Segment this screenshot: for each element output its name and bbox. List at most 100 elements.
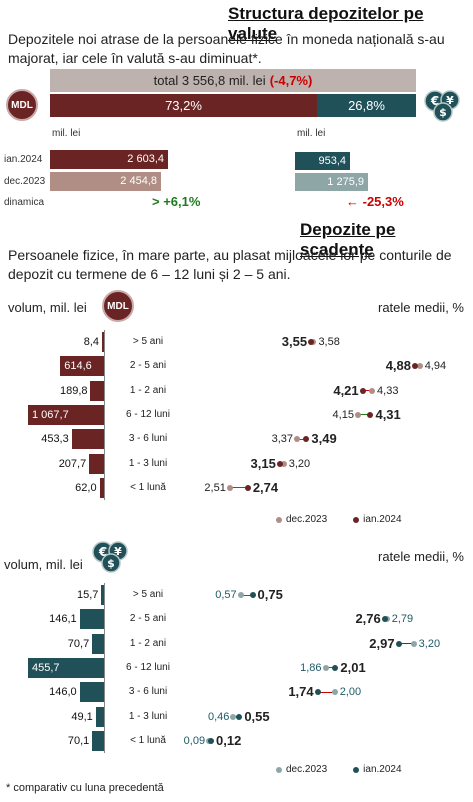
mdl-maturity-chart: 8,4 > 5 ani 3,58 3,55 614,6 2 - 5 ani 4,94 4,88… [0, 330, 473, 510]
fx-volume-label: 146,1 [49, 613, 77, 626]
fx-category-label: 6 - 12 luni [126, 661, 170, 673]
legend-dec-label: dec.2023 [286, 514, 328, 525]
mdl-category-label: 1 - 3 luni [128, 457, 168, 469]
total-label: total 3 556,8 mil. lei [153, 73, 266, 88]
unit-left: mil. lei [52, 128, 81, 139]
svg-text:¥: ¥ [446, 94, 454, 107]
fx-category-label: 2 - 5 ani [129, 613, 167, 625]
fx-rate-label: ratele medii, % [378, 549, 464, 564]
svg-text:$: $ [107, 557, 115, 570]
fx-volume-label: 146,0 [49, 686, 77, 699]
fx-rate-label-dec: 2,79 [391, 613, 414, 626]
chevron-right-icon: > [152, 194, 160, 209]
currency-fx-2-icon: € ¥ $ [92, 541, 128, 573]
fx-rate-label-jan: 2,97 [369, 635, 395, 651]
fx-volume-bar [101, 585, 104, 605]
mdl-volume-bar [102, 332, 104, 352]
legend-dec-label-fx: dec.2023 [286, 764, 328, 775]
fx-volume-bar [79, 609, 104, 630]
fx-dyn-value: -25,3% [362, 194, 404, 209]
fx-dec-value: 1 275,9 [327, 176, 364, 188]
mdl-category-label: > 5 ani [132, 336, 164, 347]
legend-dec-marker-fx [276, 766, 282, 773]
section2-text: Persoanele fizice, în mare parte, au pla… [8, 247, 452, 282]
mdl-rate-label-dec: 4,15 [332, 408, 354, 421]
fx-dyn: ← -25,3% [346, 194, 404, 209]
fx-axis-line [104, 583, 105, 754]
mdl-rate-dot-jan [359, 387, 366, 394]
row-label-jan: ian.2024 [4, 154, 43, 165]
total-bar: total 3 556,8 mil. lei (-4,7%) [50, 69, 416, 92]
fx-maturity-chart: 15,7 > 5 ani 0,57 0,75 146,1 2 - 5 ani 2,79 2,7… [0, 583, 473, 763]
legend-jan-label: ian.2024 [363, 514, 402, 525]
mdl-dec-value: 2 454,8 [120, 175, 157, 187]
fx-rate-label-dec: 0,46 [208, 710, 230, 723]
mdl-rate-dot-dec [369, 387, 376, 394]
mdl-rate-label-dec: 3,58 [318, 336, 340, 348]
mdl-category-label: 1 - 2 ani [129, 384, 167, 396]
mdl-axis-line [104, 330, 105, 501]
currency-fx-icon: € ¥ $ [424, 90, 460, 122]
fx-vol-label: volum, mil. lei [4, 557, 83, 572]
mdl-dyn-value: +6,1% [163, 194, 201, 209]
mdl-volume-bar [60, 356, 104, 377]
mdl-rate-label-jan: 3,15 [250, 455, 276, 471]
fx-volume-label: 70,7 [67, 637, 90, 650]
fx-category-label: 1 - 2 ani [129, 637, 167, 649]
fx-rate-label-jan: 0,75 [257, 587, 283, 602]
fx-rate-label-dec: 3,20 [418, 637, 441, 650]
legend-dec-marker [276, 516, 282, 523]
mdl-rate-dot-dec [416, 363, 423, 370]
mdl-badge-icon: MDL [6, 89, 38, 121]
mdl-rate-dot-jan [244, 484, 251, 491]
mdl-category-label: 3 - 6 luni [128, 433, 168, 445]
fx-rate-change-line [240, 594, 253, 596]
mdl-rate-dot-dec [280, 460, 287, 467]
fx-rate-label-jan: 2,76 [355, 611, 381, 627]
mdl-volume-bar [99, 477, 104, 498]
mdl-volume-bar [90, 380, 104, 401]
mdl-rate-label-jan: 4,88 [385, 358, 411, 374]
mdl-rate-label-dec: 3,20 [288, 457, 311, 470]
fx-rate-dot-dec [237, 592, 244, 598]
mdl-volume-label: 189,8 [59, 384, 88, 397]
fx-volume-label: 15,7 [76, 589, 99, 601]
mdl-rate-change-line [297, 438, 307, 440]
fx-dec-bar: 1 275,9 [295, 173, 368, 191]
footnote: * comparativ cu luna precedentă [6, 782, 164, 794]
mdl-rate-label-jan: 4,31 [375, 406, 401, 422]
mdl-dyn: > +6,1% [152, 194, 200, 209]
fx-legend: dec.2023 ian.2024 [276, 764, 402, 775]
section2-title: Depozite pe scadențe [300, 220, 396, 259]
fx-rate-dot-dec [331, 689, 338, 696]
mdl-rate-label: ratele medii, % [378, 300, 464, 315]
fx-rate-label-jan: 1,74 [288, 684, 314, 700]
mdl-rate-label-dec: 3,37 [271, 433, 294, 446]
mdl-category-label: 2 - 5 ani [129, 360, 167, 372]
mdl-badge-2-icon: MDL [102, 290, 134, 322]
fx-rate-label-jan: 2,01 [340, 659, 366, 675]
mdl-rate-label-dec: 2,51 [204, 481, 226, 494]
section1-title: Structura depozitelor pe valute [228, 4, 424, 43]
mdl-vol-label: volum, mil. lei [8, 300, 87, 315]
fx-rate-label-jan: 0,55 [244, 708, 270, 724]
fx-category-label: < 1 lună [130, 734, 166, 746]
mdl-rate-dot-jan [308, 339, 315, 345]
mdl-volume-label: 207,7 [58, 457, 87, 470]
mdl-rate-dot-dec [354, 411, 361, 418]
mdl-category-label: < 1 lună [130, 481, 166, 493]
total-change: (-4,7%) [269, 73, 313, 88]
share-fx-label: 26,8% [348, 98, 385, 113]
mdl-dec-bar: 2 454,8 [50, 172, 161, 191]
mdl-rate-dot-dec [226, 484, 233, 491]
fx-category-label: 1 - 3 luni [128, 710, 168, 722]
svg-text:€: € [430, 94, 439, 108]
fx-rate-dot-jan [395, 640, 402, 647]
fx-volume-bar [79, 682, 104, 703]
fx-volume-bar [28, 657, 104, 678]
mdl-rate-label-jan: 4,21 [333, 382, 359, 398]
fx-rate-label-dec: 1,86 [300, 661, 322, 674]
fx-volume-bar [95, 706, 104, 727]
fx-rate-change-line [325, 667, 336, 669]
section1-text: Depozitele noi atrase de la persoanele f… [8, 31, 445, 66]
